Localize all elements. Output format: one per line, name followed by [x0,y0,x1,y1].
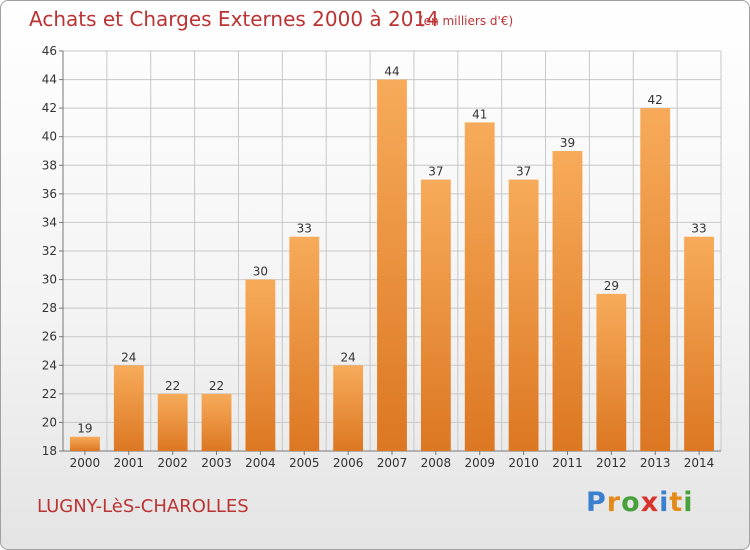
logo-letter: i [659,487,670,518]
chart-title: Achats et Charges Externes 2000 à 2014 [29,7,439,31]
x-tick-label: 2011 [552,456,583,470]
x-tick-label: 2010 [508,456,539,470]
value-label: 39 [560,136,575,150]
bar [420,179,451,452]
value-label: 37 [428,165,443,179]
bar [245,279,276,451]
value-label: 33 [691,222,706,236]
x-tick-label: 2001 [114,456,145,470]
x-tick-label: 2004 [245,456,276,470]
bar [684,236,714,451]
logo-letter: x [640,487,660,518]
bar-layer [70,79,714,452]
y-tick-label: 40 [42,130,57,144]
x-tick-label: 2006 [333,456,364,470]
logo-letter: r [606,487,622,518]
y-tick-label: 18 [42,444,57,458]
y-tick-label: 38 [42,158,57,172]
value-label: 24 [121,350,136,364]
value-label: 37 [516,165,531,179]
value-label: 33 [297,222,312,236]
x-tick-label: 2012 [596,456,627,470]
y-tick-label: 46 [42,44,57,58]
bar [113,365,144,451]
y-tick-label: 42 [42,101,57,115]
y-tick-label: 36 [42,187,57,201]
y-tick-label: 32 [42,244,57,258]
value-label: 44 [384,65,399,79]
y-tick-label: 28 [42,301,57,315]
label-layer: 19 2000 24 2001 22 2002 22 2003 30 2004 33 2005 24 20… [70,65,715,470]
x-tick-label: 2013 [640,456,671,470]
x-tick-label: 2000 [70,456,101,470]
bar [333,365,364,451]
x-tick-label: 2002 [157,456,188,470]
logo-letter: P [586,487,607,518]
x-tick-label: 2005 [289,456,320,470]
value-label: 29 [604,279,619,293]
x-tick-label: 2009 [464,456,495,470]
proxiti-logo: Proxiti [586,487,694,518]
value-label: 42 [648,93,663,107]
x-tick-label: 2008 [421,456,452,470]
bar [377,79,407,452]
chart-subtitle: (en milliers d'€) [419,14,514,28]
y-tick-label: 20 [42,415,57,429]
value-label: 41 [472,107,487,121]
value-label: 24 [340,350,355,364]
y-tick-label: 24 [42,358,57,372]
y-tick-label: 34 [42,215,57,229]
y-tick-label: 44 [42,73,57,87]
location-name: LUGNY-LèS-CHAROLLES [37,496,249,517]
logo-letter: o [621,487,641,518]
bar [70,436,100,451]
value-label: 19 [77,422,92,436]
y-tick-label: 30 [42,273,57,287]
bar [596,293,627,451]
bar [201,393,232,451]
bar [640,108,671,452]
logo-letter: i [683,487,694,518]
bar [464,122,495,451]
bar [552,151,583,451]
bar [508,179,539,452]
logo-letter: t [669,487,684,518]
y-tick-label: 26 [42,330,57,344]
bar [157,393,188,451]
value-label: 22 [209,379,224,393]
value-label: 22 [165,379,180,393]
bar [289,236,320,451]
y-tick-label: 22 [42,387,57,401]
x-tick-label: 2014 [684,456,715,470]
x-tick-label: 2003 [201,456,232,470]
x-tick-label: 2007 [377,456,408,470]
value-label: 30 [253,265,268,279]
